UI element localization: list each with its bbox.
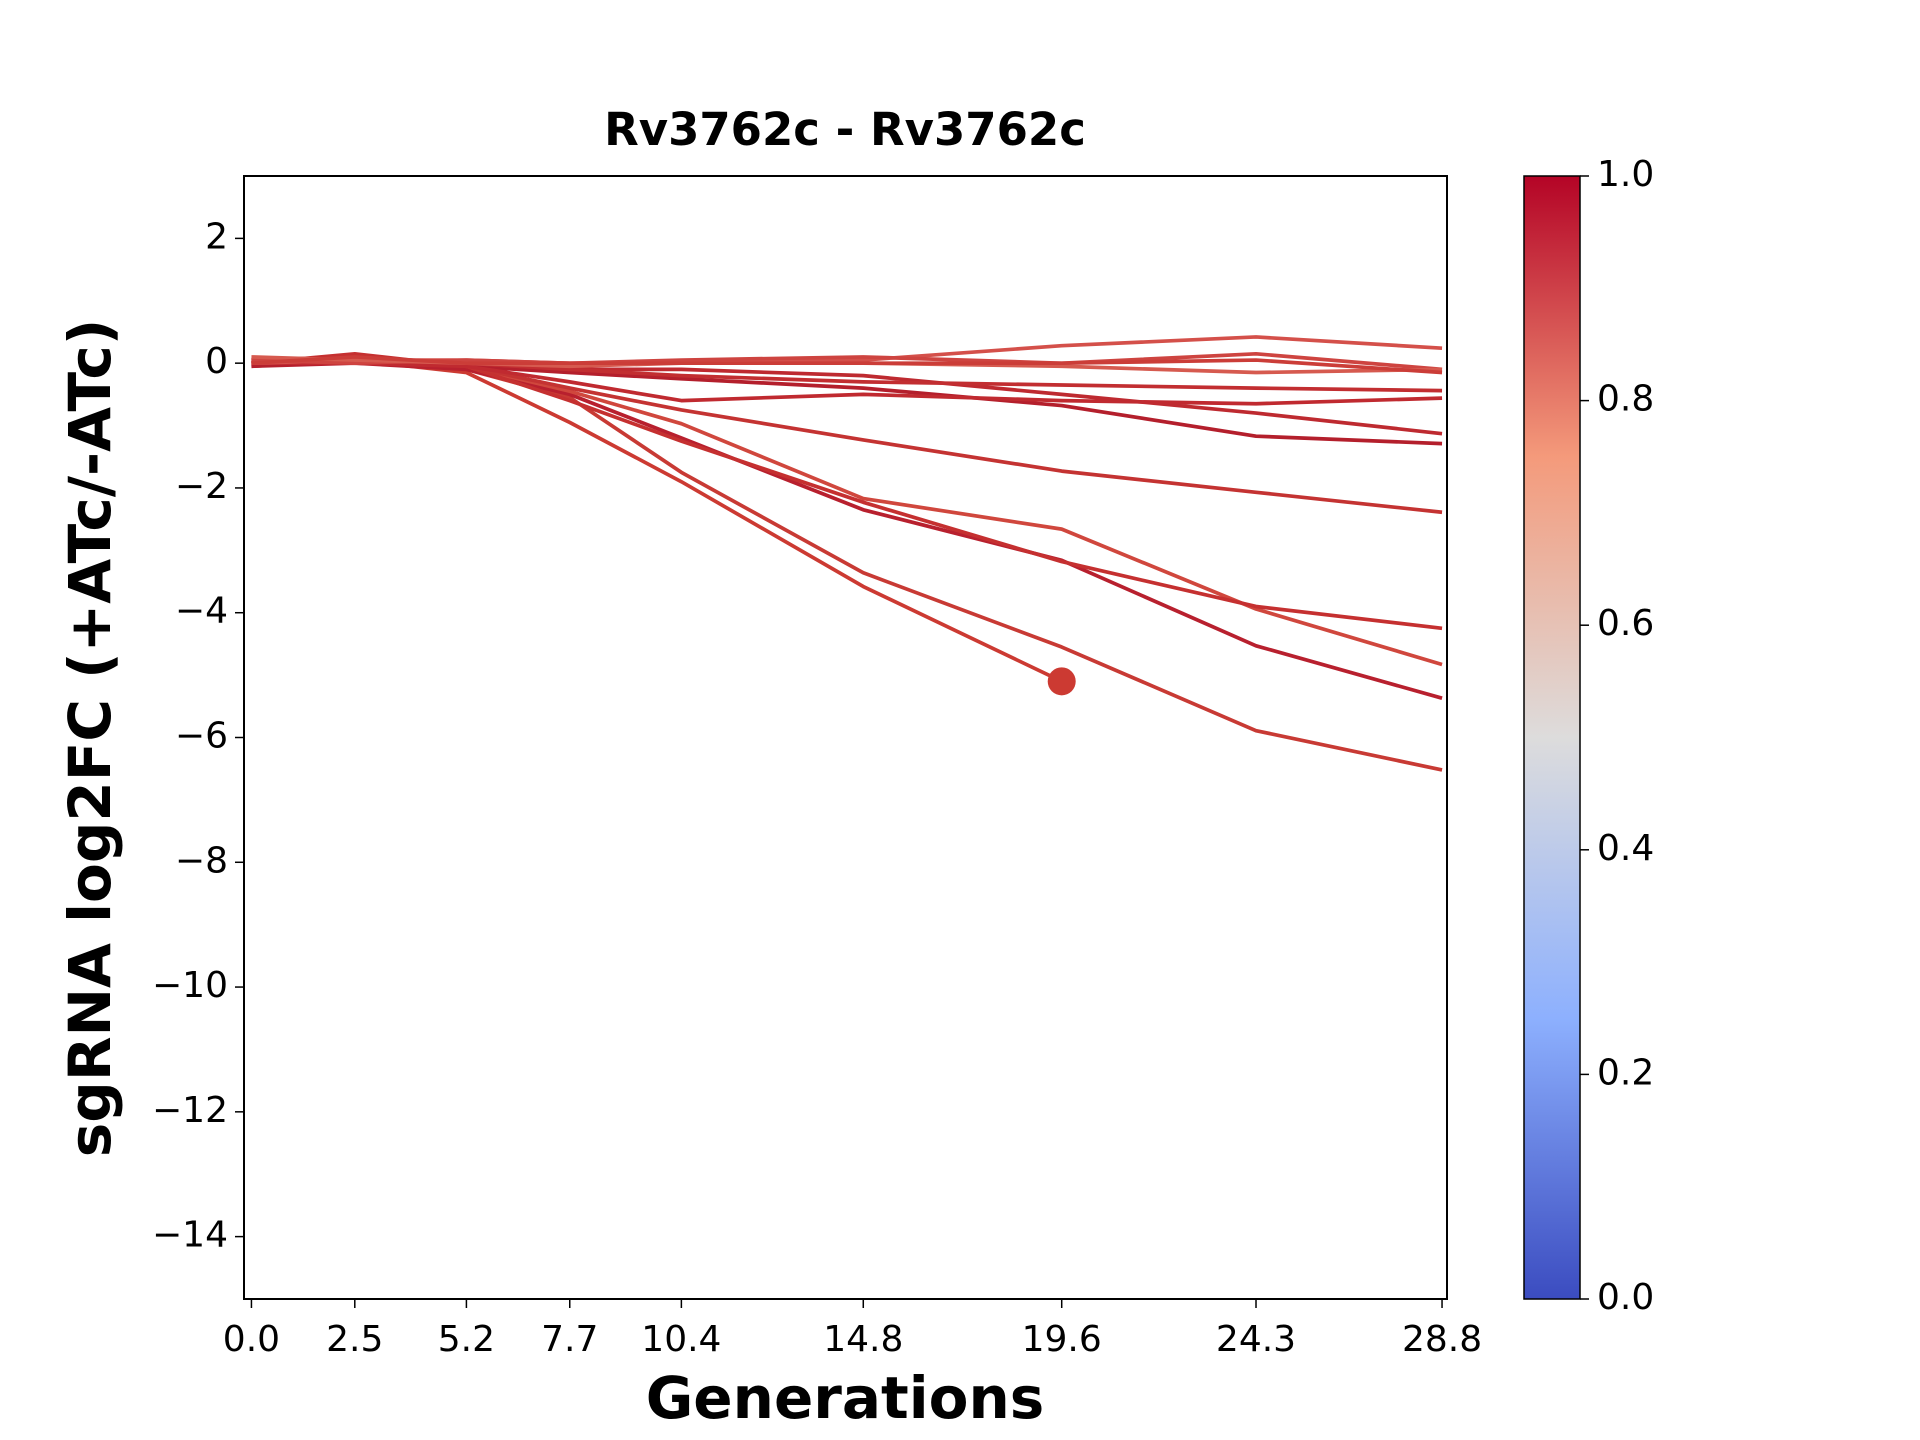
y-tick-label: −4 bbox=[175, 591, 228, 632]
x-tick-label: 7.7 bbox=[541, 1319, 598, 1360]
colorbar-tick-label: 0.6 bbox=[1597, 603, 1654, 644]
y-tick-label: 0 bbox=[205, 341, 228, 382]
x-tick-label: 28.8 bbox=[1402, 1319, 1482, 1360]
y-tick-label: −10 bbox=[152, 965, 228, 1006]
x-tick-label: 14.8 bbox=[823, 1319, 903, 1360]
series-line bbox=[251, 361, 1443, 406]
colorbar-tick-label: 0.8 bbox=[1597, 379, 1654, 420]
y-axis-label: sgRNA log2FC (+ATc/-ATc) bbox=[56, 319, 124, 1157]
x-tick-label: 10.4 bbox=[641, 1319, 721, 1360]
x-tick-label: 5.2 bbox=[438, 1319, 495, 1360]
series-line bbox=[251, 355, 1443, 772]
y-tick-label: −6 bbox=[175, 716, 228, 757]
colorbar-tick-label: 0.2 bbox=[1597, 1052, 1654, 1093]
y-tick-label: −2 bbox=[175, 466, 228, 507]
colorbar-tick-label: 0.0 bbox=[1597, 1277, 1654, 1318]
chart-title: Rv3762c - Rv3762c bbox=[604, 103, 1086, 156]
y-tick-label: −14 bbox=[152, 1215, 228, 1256]
series-line bbox=[251, 355, 1443, 375]
point-marker bbox=[1047, 667, 1076, 696]
y-tick-label: −8 bbox=[175, 840, 228, 881]
colorbar bbox=[1523, 175, 1581, 1300]
y-tick-label: 2 bbox=[205, 216, 228, 257]
colorbar-tick-label: 0.4 bbox=[1597, 828, 1654, 869]
series-line bbox=[251, 358, 1063, 684]
x-tick-label: 24.3 bbox=[1216, 1319, 1296, 1360]
x-tick-label: 19.6 bbox=[1022, 1319, 1102, 1360]
colorbar-tick-label: 1.0 bbox=[1597, 154, 1654, 195]
x-tick-label: 2.5 bbox=[326, 1319, 383, 1360]
x-tick-label: 0.0 bbox=[223, 1319, 280, 1360]
x-axis-label: Generations bbox=[646, 1364, 1045, 1432]
plot-frame bbox=[243, 175, 1448, 1300]
y-tick-label: −12 bbox=[152, 1090, 228, 1131]
